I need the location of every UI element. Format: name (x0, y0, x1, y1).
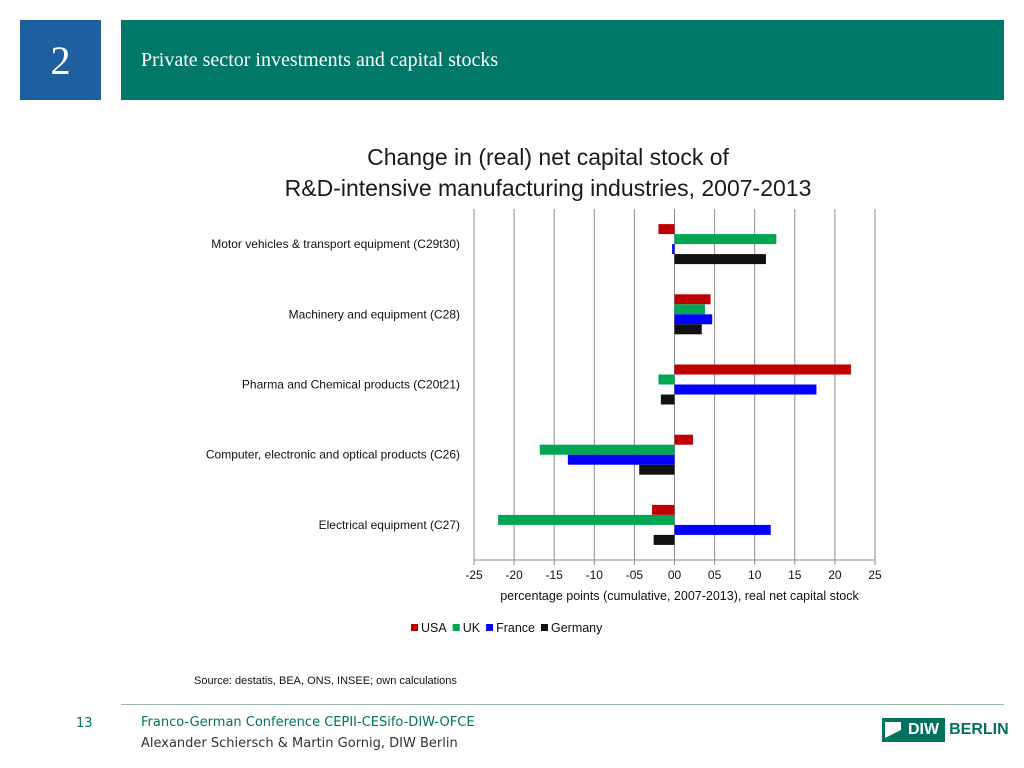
logo-diw-text: DIW (904, 718, 946, 742)
legend-label-1: UK (463, 621, 481, 635)
bar-usa-0 (658, 224, 675, 235)
bar-france-4 (674, 524, 771, 535)
source-note: Source: destatis, BEA, ONS, INSEE; own c… (194, 675, 457, 687)
legend-label-0: USA (421, 621, 447, 635)
x-tick-label-8: 15 (788, 568, 802, 582)
bar-germany-3 (639, 464, 675, 475)
legend-swatch-3 (540, 624, 548, 631)
x-tick-label-2: -15 (546, 568, 564, 582)
diw-logo-mark-icon (882, 718, 904, 742)
bar-usa-1 (674, 294, 711, 305)
bar-uk-4 (498, 514, 675, 525)
bar-usa-2 (674, 364, 851, 375)
page-number: 13 (76, 716, 93, 731)
bar-uk-2 (658, 374, 675, 385)
legend-label-3: Germany (551, 621, 603, 635)
footer-divider (121, 704, 1004, 705)
logo-berlin-text: BERLIN (949, 721, 1009, 738)
x-axis-label: percentage points (cumulative, 2007-2013… (500, 589, 859, 603)
chart-title-line-2: R&D-intensive manufacturing industries, … (284, 175, 812, 201)
x-tick-label-9: 20 (828, 568, 842, 582)
chart-title: Change in (real) net capital stock of R&… (200, 142, 896, 204)
bar-germany-4 (653, 534, 675, 545)
footer-authors: Alexander Schiersch & Martin Gornig, DIW… (141, 736, 458, 751)
bar-uk-1 (674, 304, 705, 315)
bar-uk-3 (539, 444, 675, 455)
category-label-3: Computer, electronic and optical product… (206, 448, 460, 462)
x-tick-label-3: -10 (586, 568, 604, 582)
x-tick-label-1: -20 (505, 568, 523, 582)
chart-title-line-1: Change in (real) net capital stock of (367, 144, 729, 170)
section-number: 2 (50, 37, 71, 83)
category-label-0: Motor vehicles & transport equipment (C2… (211, 237, 460, 251)
bar-france-1 (674, 314, 713, 325)
x-tick-label-6: 05 (708, 568, 722, 582)
x-tick-label-0: -25 (465, 568, 483, 582)
x-tick-label-5: 00 (668, 568, 682, 582)
header-title: Private sector investments and capital s… (141, 48, 499, 71)
category-label-1: Machinery and equipment (C28) (289, 307, 460, 321)
diw-berlin-logo: DIW BERLIN (882, 718, 1009, 742)
bar-france-3 (567, 454, 675, 465)
x-tick-label-7: 10 (748, 568, 762, 582)
category-label-4: Electrical equipment (C27) (319, 518, 460, 532)
bar-germany-1 (674, 324, 702, 335)
legend-swatch-0 (411, 624, 418, 631)
x-tick-label-4: -05 (626, 568, 644, 582)
bar-usa-3 (674, 434, 693, 445)
header-bar: Private sector investments and capital s… (121, 20, 1004, 100)
x-tick-label-10: 25 (868, 568, 882, 582)
section-number-box: 2 (20, 20, 101, 100)
footer-conference: Franco-German Conference CEPII-CESifo-DI… (141, 715, 475, 730)
legend-swatch-2 (486, 624, 494, 631)
bar-uk-0 (674, 234, 777, 245)
bar-france-2 (674, 384, 817, 395)
bar-germany-2 (660, 394, 675, 405)
legend-swatch-1 (452, 624, 460, 631)
category-label-2: Pharma and Chemical products (C20t21) (242, 378, 460, 392)
legend-label-2: France (496, 621, 535, 635)
bar-usa-4 (652, 504, 675, 515)
bar-germany-0 (674, 254, 766, 265)
bar-france-0 (672, 244, 675, 255)
